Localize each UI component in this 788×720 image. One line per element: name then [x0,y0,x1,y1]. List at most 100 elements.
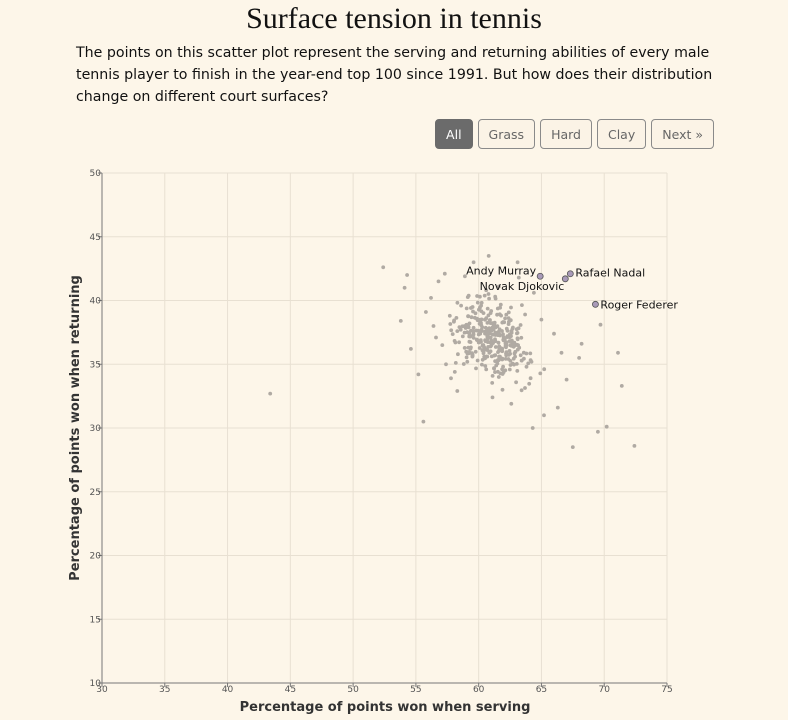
player-label: Roger Federer [600,298,678,311]
data-point [464,355,469,360]
filter-all-button[interactable]: All [435,119,473,149]
data-point [499,313,503,318]
data-point [477,329,481,333]
data-point [449,376,453,381]
data-point [501,338,506,343]
data-point [493,345,498,349]
chart-description: The points on this scatter plot represen… [76,45,713,105]
x-axis-label: Percentage of points won when serving [240,700,531,715]
x-tick-label: 70 [598,685,610,695]
grid-lines [101,172,668,684]
data-point [444,362,448,367]
data-point [460,324,465,329]
y-tick: 35 [90,360,102,370]
next-button[interactable]: Next » [651,119,714,149]
data-point [455,389,460,393]
data-point [479,303,483,308]
data-point [555,405,560,410]
data-point [604,424,609,429]
y-tick: 15 [90,615,102,625]
data-point [504,312,509,317]
data-point [538,371,543,376]
filter-grass-button[interactable]: Grass [477,119,536,149]
data-point [470,351,474,356]
data-point [475,358,480,363]
x-tick: 35 [159,683,171,695]
data-point [486,292,491,296]
data-point [465,295,470,299]
data-point [497,349,501,353]
y-tick: 40 [90,297,102,307]
data-point [495,306,500,311]
axes: 30 35 40 45 50 55 60 65 70 75 10 15 20 25 30 35 40 45 50 [90,169,673,695]
data-point [504,351,508,356]
data-point [434,335,438,340]
data-point [514,362,519,366]
player-label: Andy Murray [466,264,537,277]
data-point [509,330,514,335]
data-point [506,310,511,315]
data-point [495,324,500,329]
x-tick: 45 [285,683,296,695]
data-point [496,340,501,345]
data-point [598,322,603,327]
filter-clay-button[interactable]: Clay [596,119,647,149]
player-label: Novak Djokovic [480,280,565,293]
data-point [465,351,470,356]
data-point [442,271,447,276]
data-point [453,361,458,365]
data-point [458,327,463,332]
highlighted-point [536,272,544,280]
data-point [493,296,498,301]
data-point [496,284,501,289]
data-point [398,319,403,323]
filter-hard-button[interactable]: Hard [540,119,592,149]
data-point [500,357,505,362]
data-point [484,288,489,293]
data-point [464,306,469,311]
data-point [486,254,491,258]
data-point [526,361,531,366]
data-point [440,343,445,347]
data-point [503,344,508,349]
data-point [492,366,496,371]
data-point [619,384,624,388]
data-point [475,338,479,342]
x-tick: 55 [410,683,422,695]
data-point [520,303,524,307]
data-point [456,352,460,357]
data-point [496,369,500,374]
data-point [454,316,459,320]
data-point [489,343,494,348]
data-point [511,356,516,361]
data-point [511,341,515,346]
surface-filter-group: All Grass Hard Clay Next » [435,119,714,149]
data-point [516,326,521,331]
data-point [471,332,475,337]
x-tick-label: 75 [661,685,672,695]
y-tick-label: 30 [90,424,102,434]
data-point [539,317,544,322]
data-point [463,274,467,279]
data-point [448,322,453,326]
data-point [519,388,524,393]
data-point [457,340,461,345]
data-point [488,335,493,340]
data-point [515,260,520,265]
x-tick-label: 30 [96,685,108,695]
y-tick: 45 [90,233,102,243]
data-point [483,356,487,361]
data-point [468,347,473,351]
data-point [510,361,515,366]
x-tick: 30 [96,683,108,695]
highlighted-point [592,300,599,308]
data-point [405,273,409,277]
data-point [493,337,497,342]
data-point [506,316,511,320]
data-point [509,305,513,310]
x-tick-label: 65 [536,685,547,695]
data-point [515,347,520,352]
data-point [579,341,584,346]
data-point [473,349,478,354]
x-tick-label: 50 [347,685,359,695]
